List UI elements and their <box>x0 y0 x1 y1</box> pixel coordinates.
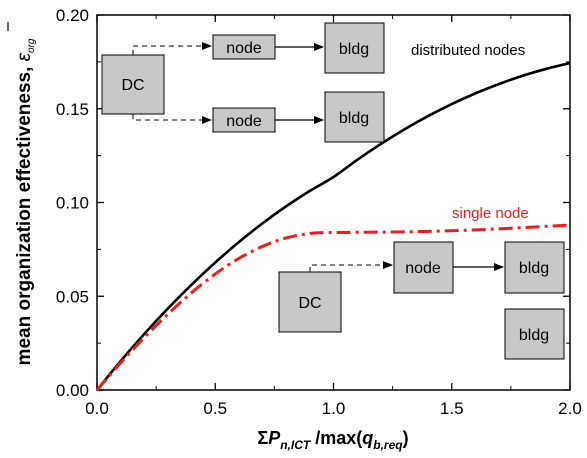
bldg-box-label: bldg <box>339 110 369 127</box>
diagram-single-node: DC node bldg bldg <box>278 241 565 360</box>
x-axis-ticks: 0.0 0.5 1.0 1.5 2.0 <box>85 15 582 418</box>
node-box-label: node <box>405 260 441 277</box>
y-tick-label: 0.05 <box>56 287 89 306</box>
dc-box-label: DC <box>121 77 144 94</box>
bldg-box-label: bldg <box>339 41 369 58</box>
node-box <box>212 107 276 133</box>
bldg-box <box>504 308 565 360</box>
bldg-box <box>324 22 385 74</box>
node-box-label: node <box>226 113 262 130</box>
y-axis-title: mean organization effectiveness, εorg <box>14 38 37 365</box>
bldg-box <box>324 91 385 143</box>
y-tick-label: 0.00 <box>56 381 89 400</box>
series-line-single-node <box>95 223 571 391</box>
dashed-link <box>309 261 393 272</box>
bldg-box-label: bldg <box>519 327 549 344</box>
y-tick-label: 0.15 <box>56 100 89 119</box>
legend-label-distributed-nodes: distributed nodes <box>411 42 525 59</box>
legend-label-single-node: single node <box>452 205 529 222</box>
y-tick-label: 0.20 <box>56 6 89 25</box>
dc-box <box>278 271 342 333</box>
x-tick-label: 0.5 <box>203 399 227 418</box>
series-line-distributed-nodes <box>95 61 571 391</box>
y-tick-label: 0.10 <box>56 194 89 213</box>
x-tick-label: 0.0 <box>85 399 109 418</box>
x-tick-label: 1.0 <box>322 399 346 418</box>
x-tick-label: 1.5 <box>440 399 464 418</box>
x-axis-title: ΣPn,ICT /max(qb,req) <box>257 428 408 452</box>
dc-box-label: DC <box>298 295 321 312</box>
y-axis-ticks: 0.00 0.05 0.10 0.15 0.20 <box>56 6 570 400</box>
node-box-label: node <box>226 40 262 57</box>
bldg-box-label: bldg <box>519 260 549 277</box>
x-tick-label: 2.0 <box>558 399 582 418</box>
dashed-link <box>132 42 212 55</box>
diagram-distributed-nodes: DC node node bldg bldg <box>101 22 385 143</box>
dashed-link <box>132 114 212 124</box>
node-box <box>393 241 454 294</box>
node-box <box>212 34 276 60</box>
dc-box <box>101 54 165 115</box>
bldg-box <box>504 241 565 294</box>
